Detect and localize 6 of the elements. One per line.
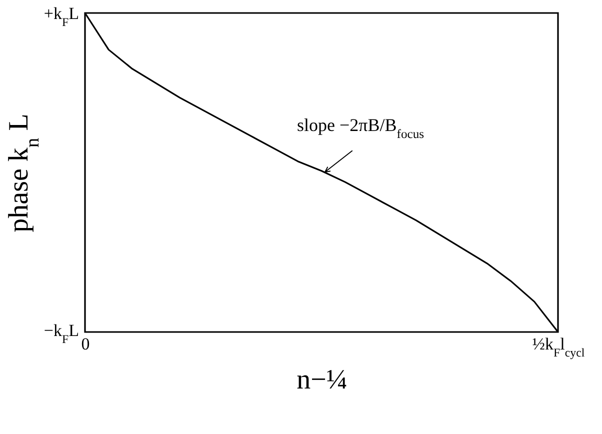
x-tick-label: 0 (81, 334, 90, 354)
text: −k$_{F}$L (44, 321, 79, 346)
x-axis-title: n−¼ (296, 364, 348, 396)
x-tick-label: ½k$_{F}$l$_{cycl}$ (532, 334, 586, 360)
text: +k$_{F}$L (44, 4, 79, 29)
annotation: slope −2πB/B$_{focus}$ (297, 115, 424, 141)
